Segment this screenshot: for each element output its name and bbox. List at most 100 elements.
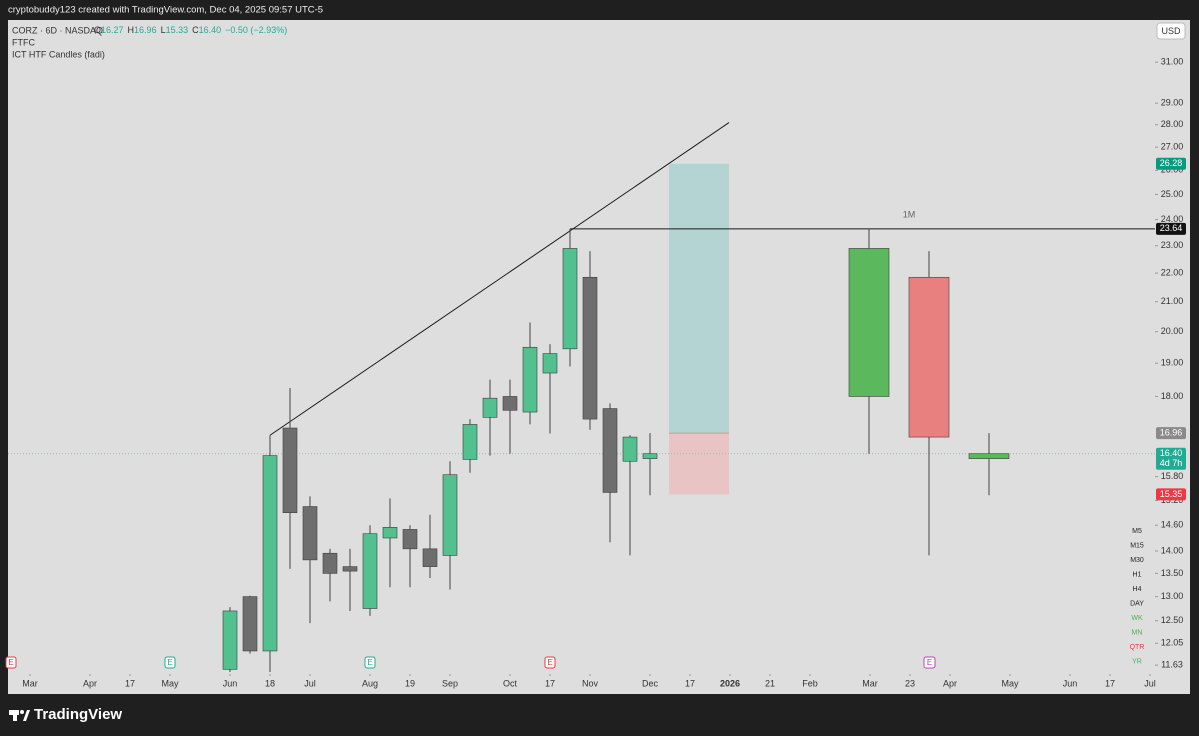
htf-label: 1M [903,209,916,219]
candle-body [602,408,618,493]
x-tick-label: Mar [22,678,38,688]
y-tick-label: 14.60 [1161,520,1184,530]
y-tick-label: 29.00 [1161,98,1184,108]
candle-body [482,397,498,418]
logo-icon [9,710,30,721]
ohlc-key: L [161,25,166,35]
y-tick-label: 13.50 [1161,568,1184,578]
x-tick-label: Feb [802,678,818,688]
candle-body [282,427,298,514]
svg-text:E: E [167,658,172,667]
x-tick-label: 19 [405,678,415,688]
ohlc-value: 15.33 [166,25,189,35]
price-label-bg [1156,488,1186,501]
candle-body [562,248,578,350]
x-tick-label: Mar [862,678,878,688]
ohlc-values: O16.27 H16.96 L15.33 C16.40 −0.50 (−2.93%) [94,25,287,35]
candle-body [502,396,518,411]
candle-body [222,610,238,670]
ohlc-value: 16.40 [199,25,222,35]
x-tick-label: Aug [362,678,378,688]
position-profit [669,163,729,434]
x-tick-label: Jun [223,678,238,688]
event-markers: E E E E E [5,656,936,669]
x-tick-label: Jul [1144,678,1156,688]
x-tick-label: 2026 [720,678,740,688]
ohlc-key: C [192,25,199,35]
y-tick-label: 15.80 [1161,471,1184,481]
candle-body [242,596,258,652]
svg-text:E: E [547,658,552,667]
x-tick-label: May [1001,678,1019,688]
price-label-sub: 4d 7h [1160,458,1183,468]
timeframe: MN [1132,629,1143,636]
logo: TradingView [34,706,122,723]
x-tick-label: 17 [545,678,555,688]
svg-text:E: E [367,658,372,667]
x-tick-label: 21 [765,678,775,688]
x-tick-label: Oct [503,678,518,688]
x-tick-label: 18 [265,678,275,688]
candle-body [582,276,598,420]
x-tick-label: Nov [582,678,599,688]
x-tick-label: May [161,678,179,688]
x-tick-label: 17 [125,678,135,688]
x-tick-label: Sep [442,678,458,688]
position-loss [669,433,729,495]
ohlc-key: H [128,25,135,35]
price-label: 15.35 [1160,489,1183,499]
ohlc-value: 16.27 [101,25,124,35]
y-tick-label: 27.00 [1161,141,1184,151]
y-tick-label: 23.00 [1161,240,1184,250]
candle-body [848,248,890,397]
candle-body [442,474,458,556]
ohlc-key: O [94,25,101,35]
symbol: CORZ · 6D · NASDAQ [12,25,103,35]
price-label-bg [1156,157,1186,170]
candle-body [262,455,278,652]
timeframe: H1 [1133,571,1142,578]
x-tick-label: 23 [905,678,915,688]
y-tick-label: 12.05 [1161,638,1184,648]
timeframe: M15 [1130,542,1144,549]
x-tick-label: Jun [1063,678,1078,688]
price-label: 16.96 [1160,427,1183,437]
candle-body [382,527,398,539]
timeframe: M5 [1132,528,1142,535]
candle-body [622,436,638,462]
y-tick-label: 13.00 [1161,591,1184,601]
x-tick-label: Apr [943,678,957,688]
candle-body [908,276,950,438]
candle-body [542,353,558,374]
currency-button[interactable] [1156,22,1186,40]
y-tick-label: 24.00 [1161,214,1184,224]
x-tick-label: Dec [642,678,659,688]
chart-background [8,20,1190,694]
x-tick-label: 17 [685,678,695,688]
currency[interactable]: USD [1161,26,1181,36]
price-label: 16.40 [1160,448,1183,458]
candle-body [422,548,438,567]
y-tick-label: 19.00 [1161,358,1184,368]
y-tick-label: 22.00 [1161,267,1184,277]
y-tick-label: 20.00 [1161,326,1184,336]
svg-text:E: E [8,658,13,667]
candle-body [402,529,418,550]
price-label-bg [1156,222,1186,235]
timeframe: M30 [1130,557,1144,564]
x-tick-label: 17 [1105,678,1115,688]
y-tick-label: 21.00 [1161,296,1184,306]
ohlc-value: 16.96 [134,25,157,35]
timeframe: H4 [1133,586,1142,593]
timeframe: DAY [1130,600,1144,607]
candle-body [362,533,378,609]
price-label-bg [1156,427,1186,440]
candle-body [522,346,538,413]
change: −0.50 (−2.93%) [225,25,287,35]
candle-body [302,506,318,561]
candle-body [322,552,338,574]
ohlc-legend: O16.27 H16.96 L15.33 C16.40 −0.50 (−2.93%) [94,25,287,35]
y-tick-label: 18.00 [1161,391,1184,401]
